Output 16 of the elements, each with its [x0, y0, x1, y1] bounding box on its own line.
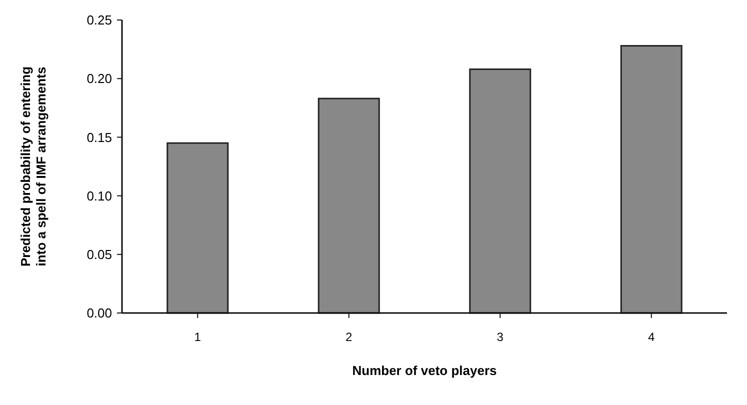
y-tick-label: 0.00: [86, 306, 112, 321]
y-axis-title: Predicted probability of entering into a spell of IMF arrangements: [18, 66, 49, 267]
bar: [469, 68, 532, 314]
bar: [318, 98, 380, 314]
bar: [620, 45, 682, 314]
x-tick-label: 4: [648, 330, 656, 344]
x-tick-label: 2: [346, 330, 353, 344]
x-tick-label: 1: [194, 330, 202, 344]
bar: [166, 142, 229, 314]
y-tick-label: 0.15: [86, 130, 112, 145]
x-axis-title: Number of veto players: [352, 363, 497, 378]
x-tick-label: 3: [496, 330, 504, 344]
y-tick-label: 0.10: [86, 188, 112, 204]
y-tick-label: 0.25: [86, 12, 112, 28]
y-tick-label: 0.05: [86, 246, 112, 262]
y-tick-label: 0.20: [86, 71, 112, 86]
